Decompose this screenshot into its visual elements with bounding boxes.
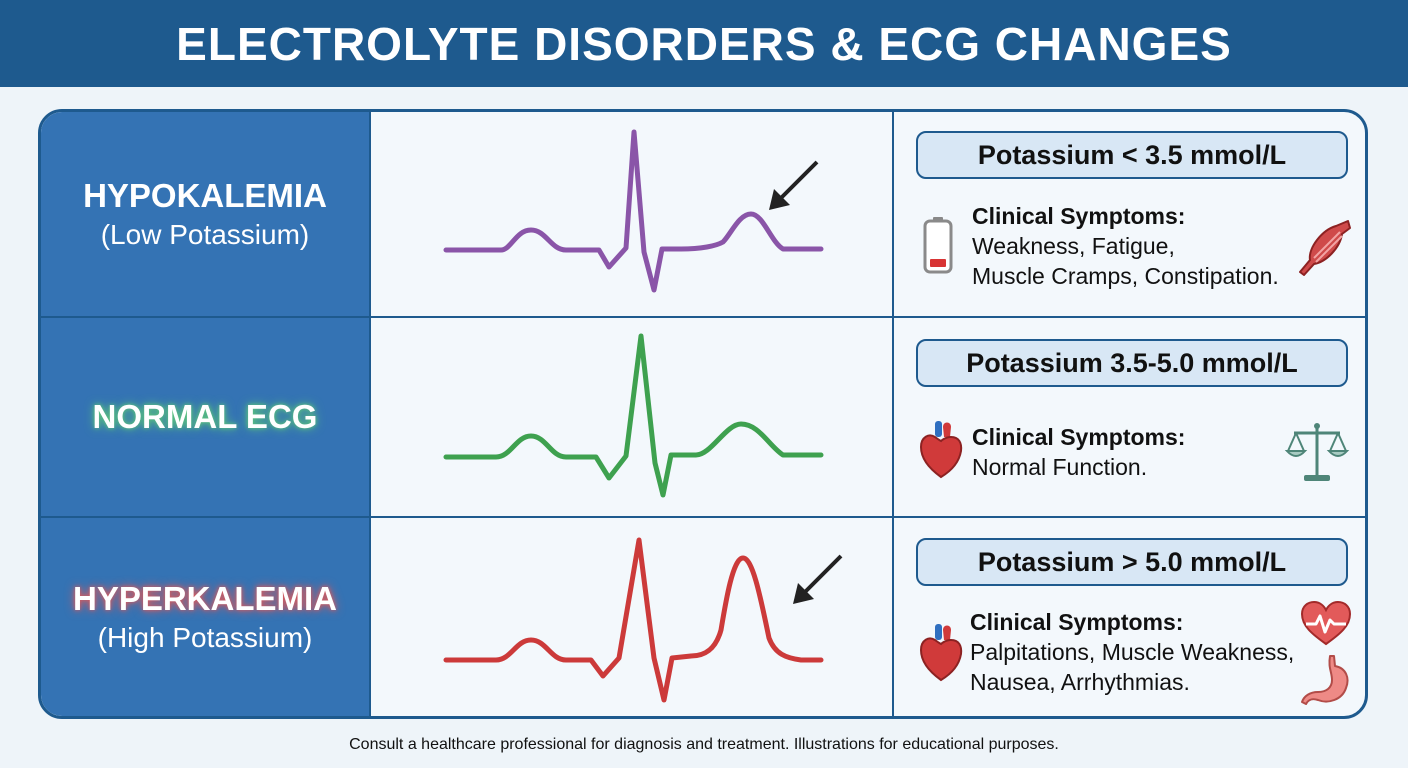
row-normal: NORMAL ECG Potassium 3.5-5.0 mmol/L Clin…	[41, 316, 1365, 516]
symptoms-line: Nausea, Arrhythmias.	[970, 669, 1190, 695]
potassium-level-badge: Potassium < 3.5 mmol/L	[916, 131, 1348, 179]
symptoms-line: Normal Function.	[972, 454, 1148, 480]
header-banner: ELECTROLYTE DISORDERS & ECG CHANGES	[0, 0, 1408, 87]
arrow-indicator	[769, 160, 819, 210]
symptoms-text: Clinical Symptoms: Normal Function.	[972, 422, 1185, 482]
muscle-icon	[1296, 218, 1354, 281]
row-label-cell: HYPERKALEMIA (High Potassium)	[41, 518, 371, 716]
condition-name: HYPERKALEMIA	[72, 580, 338, 617]
disclaimer-footer: Consult a healthcare professional for di…	[349, 736, 1059, 753]
symptoms-text: Clinical Symptoms: Weakness, Fatigue, Mu…	[972, 201, 1279, 291]
condition-name: HYPOKALEMIA	[83, 177, 327, 214]
heart-pulse-icon	[1300, 600, 1352, 651]
heart-icon	[919, 419, 963, 486]
info-cell: Potassium < 3.5 mmol/L Clinical Symptoms…	[894, 112, 1365, 316]
ecg-cell	[371, 318, 894, 516]
page-title: ELECTROLYTE DISORDERS & ECG CHANGES	[176, 17, 1232, 70]
row-hyperkalemia: HYPERKALEMIA (High Potassium) Potassium …	[41, 516, 1365, 716]
ecg-waveform-hypokalemia	[443, 129, 824, 293]
ecg-cell	[371, 518, 894, 716]
info-cell: Potassium 3.5-5.0 mmol/L Clinical Sympto…	[894, 318, 1365, 516]
row-hypokalemia: HYPOKALEMIA (Low Potassium) Potassium < …	[41, 112, 1365, 316]
arrow-indicator	[793, 554, 843, 604]
heart-icon	[919, 622, 963, 689]
condition-subtitle: (Low Potassium)	[100, 219, 310, 250]
symptoms-line: Palpitations, Muscle Weakness,	[970, 639, 1295, 665]
symptoms-line: Weakness, Fatigue,	[972, 233, 1175, 259]
ecg-waveform-hyperkalemia	[443, 537, 843, 703]
symptoms-heading: Clinical Symptoms:	[970, 609, 1184, 635]
condition-name: NORMAL ECG	[92, 398, 318, 435]
row-label-cell: NORMAL ECG	[41, 318, 371, 516]
info-cell: Potassium > 5.0 mmol/L Clinical Symptoms…	[894, 518, 1365, 716]
balance-scale-icon	[1284, 419, 1350, 490]
symptoms-line: Muscle Cramps, Constipation.	[972, 263, 1279, 289]
condition-subtitle: (High Potassium)	[97, 622, 313, 653]
symptoms-text: Clinical Symptoms: Palpitations, Muscle …	[970, 607, 1294, 697]
potassium-level-badge: Potassium 3.5-5.0 mmol/L	[916, 339, 1348, 387]
ecg-cell	[371, 112, 894, 316]
row-label-cell: HYPOKALEMIA (Low Potassium)	[41, 112, 371, 316]
ecg-waveform-normal	[443, 333, 824, 498]
potassium-level-badge: Potassium > 5.0 mmol/L	[916, 538, 1348, 586]
stomach-icon	[1300, 654, 1352, 711]
symptoms-heading: Clinical Symptoms:	[972, 424, 1186, 450]
battery-low-icon	[923, 216, 953, 279]
symptoms-heading: Clinical Symptoms:	[972, 203, 1186, 229]
ecg-comparison-table: HYPOKALEMIA (Low Potassium) Potassium < …	[38, 109, 1368, 719]
